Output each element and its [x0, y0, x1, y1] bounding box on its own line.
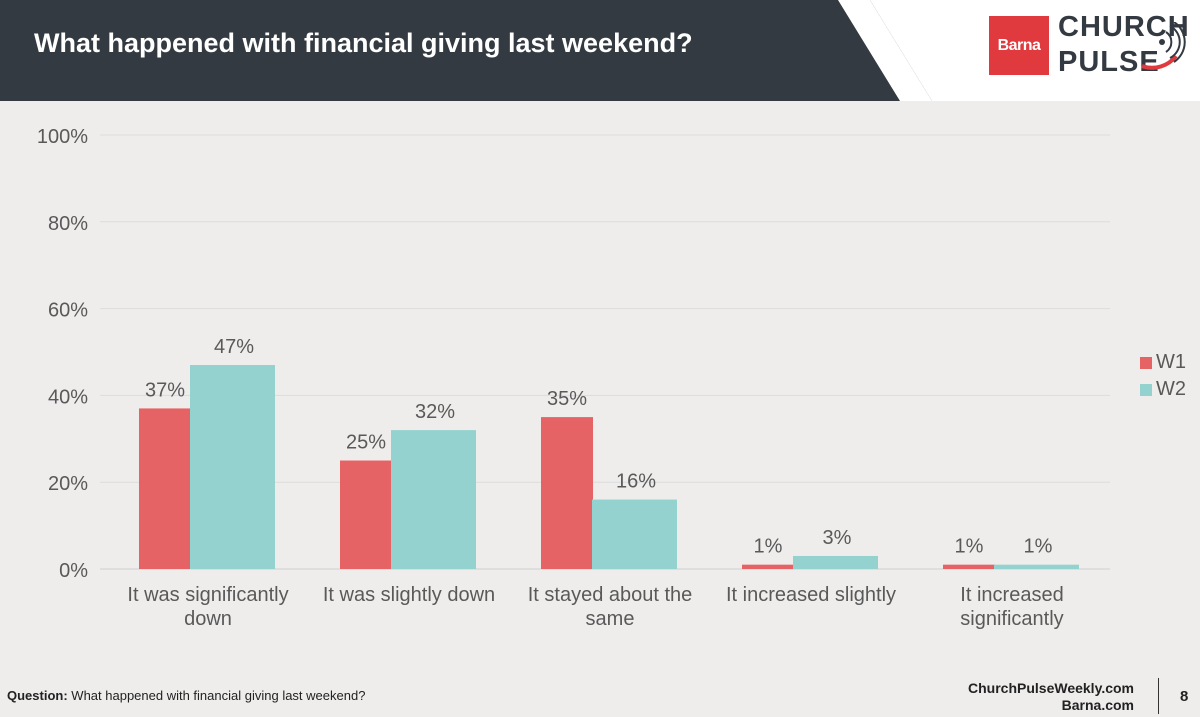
x-tick-label: It was slightly down: [323, 584, 495, 606]
pulse-signal-icon: [1141, 22, 1186, 70]
page-number: 8: [1180, 688, 1189, 705]
page-title: What happened with financial giving last…: [34, 28, 693, 58]
bar-w1: [742, 564, 794, 569]
y-tick-label: 80%: [48, 213, 88, 235]
legend-item-w2: W2: [1140, 376, 1186, 403]
x-tick-label: down: [184, 608, 232, 630]
footer-question: Question: What happened with financial g…: [7, 688, 365, 703]
x-tick-label: It was significantly: [127, 584, 288, 606]
data-label: 3%: [823, 527, 852, 549]
legend-swatch-w2: [1140, 383, 1152, 396]
bar-w1: [139, 408, 191, 569]
bar-w2: [592, 499, 677, 569]
data-label: 32%: [415, 401, 455, 423]
y-tick-label: 20%: [48, 473, 88, 495]
header-bar: What happened with financial giving last…: [0, 0, 1200, 101]
question-text: What happened with financial giving last…: [71, 688, 366, 703]
x-tick-label: It stayed about the: [528, 584, 693, 606]
bar-w2: [190, 365, 275, 569]
chart-legend: W1 W2: [1140, 349, 1186, 403]
link-barna[interactable]: Barna.com: [1061, 697, 1134, 713]
bar-w1: [541, 417, 593, 569]
x-tick-label: significantly: [960, 608, 1063, 630]
bar-w2: [391, 430, 476, 569]
link-churchpulseweekly[interactable]: ChurchPulseWeekly.com: [968, 680, 1134, 696]
footer-divider: [1158, 678, 1159, 714]
y-tick-label: 100%: [37, 126, 88, 148]
x-tick-label: It increased: [960, 584, 1063, 606]
legend-label-w1: W1: [1156, 351, 1186, 373]
data-label: 37%: [145, 379, 185, 401]
data-label: 25%: [346, 432, 386, 454]
footer-links: ChurchPulseWeekly.com Barna.com: [968, 680, 1134, 714]
x-tick-label: It increased slightly: [726, 584, 896, 606]
data-label: 47%: [214, 336, 254, 358]
bar-w1: [943, 564, 995, 569]
legend-swatch-w1: [1140, 356, 1152, 369]
barna-logo: Barna: [989, 16, 1049, 75]
y-tick-label: 0%: [59, 560, 88, 582]
data-label: 35%: [547, 388, 587, 410]
bar-w1: [340, 460, 392, 569]
bar-w2: [994, 564, 1079, 569]
data-label: 16%: [616, 471, 656, 493]
y-tick-label: 40%: [48, 386, 88, 408]
y-tick-label: 60%: [48, 300, 88, 322]
legend-item-w1: W1: [1140, 349, 1186, 376]
x-tick-label: same: [586, 608, 635, 630]
data-label: 1%: [754, 536, 783, 558]
data-label: 1%: [1024, 536, 1053, 558]
bar-w2: [793, 555, 878, 569]
bar-chart: 0% 20% 40% 60% 80% 100% 37% 47% It was significa…: [37, 126, 1110, 630]
data-label: 1%: [955, 536, 984, 558]
question-label: Question:: [7, 688, 68, 703]
logo-church-text: CHURCH: [1058, 11, 1190, 43]
logo-pulse-text: PULSE: [1058, 46, 1160, 78]
legend-label-w2: W2: [1156, 378, 1186, 400]
